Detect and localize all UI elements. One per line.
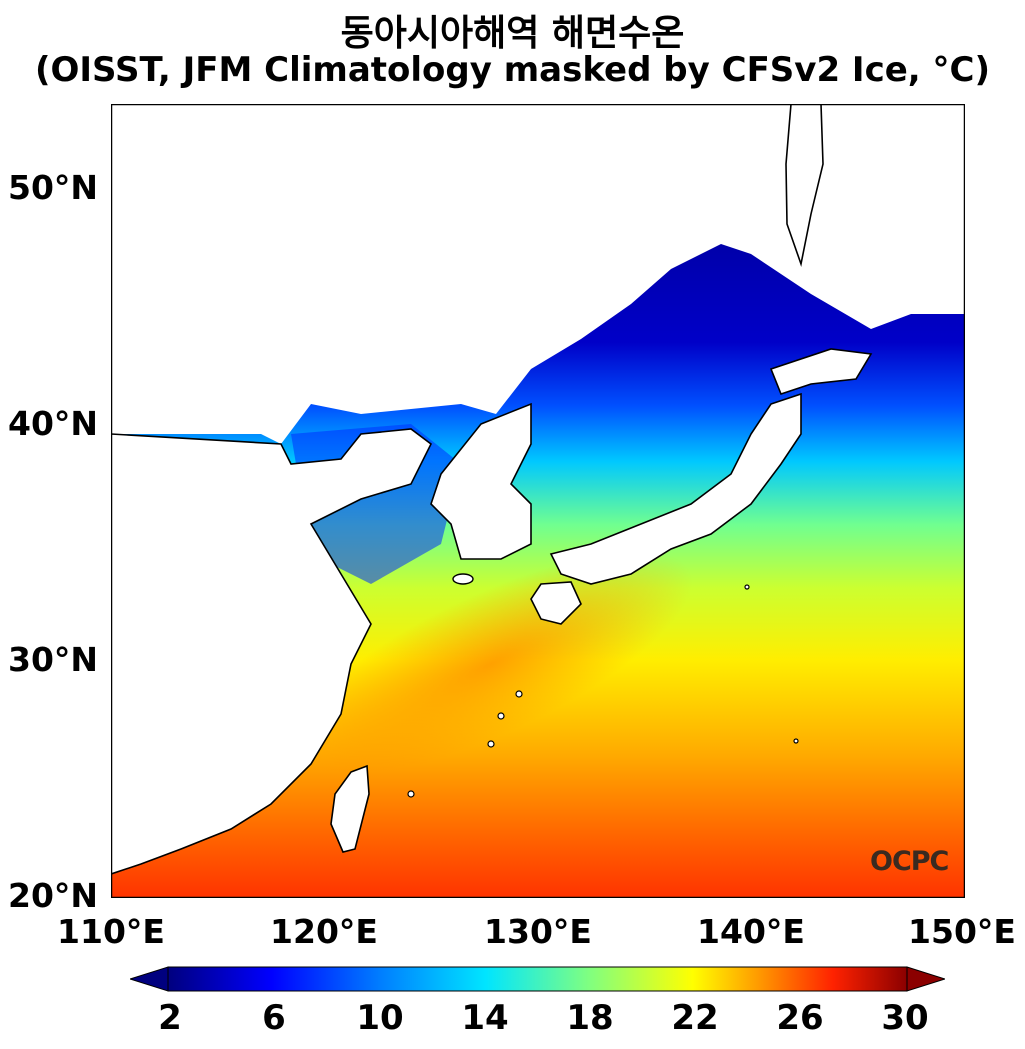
lon-label-110e: 110°E <box>57 912 165 951</box>
colorbar-tick: 18 <box>566 998 614 1038</box>
colorbar-body <box>167 966 908 992</box>
masked-ice-area <box>111 104 965 444</box>
map-subtitle: (OISST, JFM Climatology masked by CFSv2 … <box>34 50 991 90</box>
lat-label-30n: 30°N <box>8 640 99 679</box>
sst-map <box>111 104 965 898</box>
colorbar-min-extension <box>130 966 169 992</box>
japan-hokkaido <box>769 348 873 395</box>
lon-label-120e: 120°E <box>270 912 378 951</box>
colorbar-tick: 30 <box>881 998 929 1038</box>
lon-label-140e: 140°E <box>697 912 805 951</box>
sakhalin <box>785 104 824 268</box>
ocpc-logo: OCPC <box>870 846 949 877</box>
colorbar-tick: 22 <box>671 998 719 1038</box>
ryukyu-island <box>515 690 523 698</box>
taiwan <box>330 764 370 853</box>
colorbar-tick: 10 <box>356 998 404 1038</box>
map-frame <box>111 104 965 898</box>
japan-kyushu <box>530 581 582 625</box>
lat-label-20n: 20°N <box>8 876 99 915</box>
map-title: 동아시아해역 해면수온 <box>340 13 685 54</box>
lon-label-130e: 130°E <box>484 912 592 951</box>
japan-honshu <box>549 392 802 585</box>
jeju-island <box>452 573 474 585</box>
colorbar <box>130 966 945 992</box>
colorbar-tick: 14 <box>461 998 509 1038</box>
ryukyu-island <box>407 790 415 798</box>
colorbar-tick: 6 <box>262 998 286 1038</box>
colorbar-tick: 2 <box>158 998 182 1038</box>
mainland-china <box>111 428 433 875</box>
lon-label-150e: 150°E <box>908 912 1016 951</box>
ogasawara-island <box>793 738 799 744</box>
lat-label-50n: 50°N <box>8 168 99 207</box>
colorbar-max-extension <box>906 966 945 992</box>
ryukyu-island <box>497 712 505 720</box>
lat-label-40n: 40°N <box>8 404 99 443</box>
kuroshio-warm-tongue <box>289 551 693 777</box>
colorbar-tick: 26 <box>776 998 824 1038</box>
izu-island <box>744 584 750 590</box>
korean-peninsula <box>430 402 532 560</box>
ryukyu-island <box>487 740 495 748</box>
